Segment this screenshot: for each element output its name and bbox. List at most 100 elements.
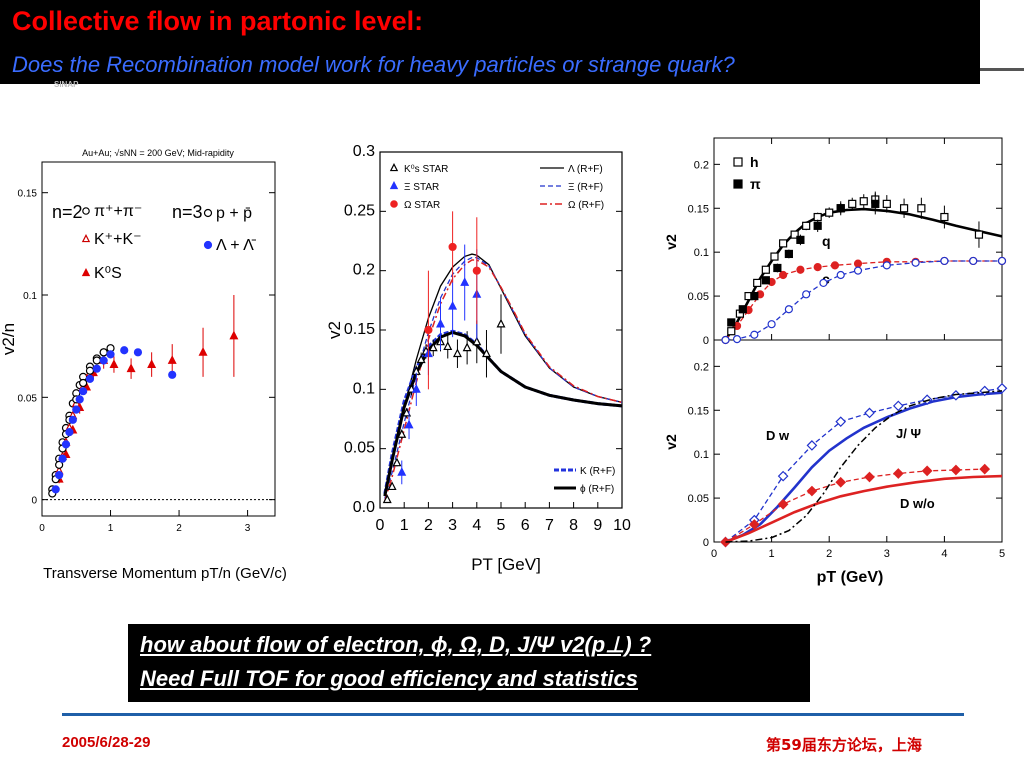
plot-frame xyxy=(41,161,276,517)
point-h xyxy=(940,212,949,222)
x-tick-label: 1 xyxy=(769,548,775,560)
plot-frame xyxy=(713,339,1003,543)
point-d-w-o-markers xyxy=(806,485,818,497)
point-k-s-star xyxy=(416,354,426,364)
point-series xyxy=(106,350,115,359)
point-k-s-star xyxy=(452,348,462,358)
annotation-jpsi: J/ Ψ xyxy=(896,426,921,441)
series-line-q xyxy=(724,207,1003,341)
legend-marker-series xyxy=(82,207,90,215)
point-c xyxy=(836,270,845,280)
point-d-w-markers xyxy=(864,407,875,419)
point-d-w-markers xyxy=(777,470,789,482)
y-tick-label: 0.15 xyxy=(18,189,38,200)
chart-heavy-quark-v2: 0 0.05 0.1 0.15 0.2 0 1 2 3 4 5 0 0.05 0.1 0.15 0.2 v2 v2… xyxy=(663,137,1008,586)
series-line-r-f xyxy=(384,259,623,502)
point-series xyxy=(133,348,143,357)
x-tick-label: 8 xyxy=(569,517,578,534)
y-tick-label: 0.15 xyxy=(688,405,709,417)
point-series xyxy=(773,263,782,273)
point-h xyxy=(753,278,762,288)
series-line-d-w xyxy=(725,391,1003,544)
point-k-s-star xyxy=(392,457,402,467)
point-series xyxy=(796,235,805,244)
slide-title: Collective flow in partonic level: xyxy=(12,6,424,36)
x-tick-label: 3 xyxy=(245,523,251,534)
point-h xyxy=(779,239,788,248)
point-k-s xyxy=(198,346,208,356)
legend-marker-k-k xyxy=(81,233,91,243)
point-series xyxy=(72,405,81,414)
legend-entry-p-p: p + p̄ xyxy=(216,205,252,222)
point-star xyxy=(404,419,414,429)
point-k-s-star xyxy=(443,341,453,351)
point-k-s xyxy=(147,359,157,368)
point-h xyxy=(790,230,799,239)
point-c xyxy=(882,261,891,270)
series-line-d-w-o xyxy=(725,474,1003,544)
point-k-s-star xyxy=(462,342,472,352)
point-k-s xyxy=(109,359,119,368)
point-k-s-star xyxy=(387,481,397,491)
legend-entry-star: Ξ STAR xyxy=(404,182,439,193)
point-star xyxy=(460,277,470,286)
point-k-s-star xyxy=(481,348,491,358)
point-h xyxy=(917,204,926,213)
point-h xyxy=(761,265,770,274)
legend-entry-k-s-star: K⁰s STAR xyxy=(404,164,448,175)
y-tick-label: 0.0 xyxy=(353,499,375,516)
point-series xyxy=(727,318,736,327)
point-star xyxy=(472,266,481,275)
y-axis-label-top: v2 xyxy=(663,234,679,250)
legend-marker-star xyxy=(389,180,399,190)
x-tick-label: 4 xyxy=(941,548,947,560)
x-tick-label: 7 xyxy=(545,517,554,534)
point-star xyxy=(411,384,421,393)
x-tick-label: 2 xyxy=(424,517,433,534)
point-h xyxy=(859,197,868,206)
point-red-q xyxy=(853,259,863,268)
annotation-d-w: D w xyxy=(766,428,790,443)
x-tick-label: 2 xyxy=(826,548,832,560)
point-series xyxy=(99,356,108,365)
point-p-p xyxy=(99,348,108,357)
point-d-w-o-markers xyxy=(748,519,760,530)
point-d-w-o-markers xyxy=(950,464,962,476)
point-series xyxy=(51,485,60,494)
y-tick-label: 0.05 xyxy=(18,393,38,404)
point-star xyxy=(448,300,458,310)
legend-marker-star xyxy=(390,200,398,208)
sinap-logo: SINAP xyxy=(54,80,79,89)
x-tick-label: 4 xyxy=(472,517,481,534)
point-p-p xyxy=(79,378,88,388)
y-tick-label: 0 xyxy=(703,335,709,347)
point-d-w-o-markers xyxy=(921,465,933,477)
point-d-w-o-markers xyxy=(864,471,875,483)
point-star xyxy=(448,242,457,252)
point-k-s-star xyxy=(402,407,412,417)
point-k-s-star xyxy=(428,342,438,352)
point-c xyxy=(767,320,776,329)
header-divider xyxy=(980,68,1024,71)
x-tick-label: 1 xyxy=(400,517,409,534)
point-series xyxy=(871,199,880,208)
legend-entry-series: Λ + Λ̄ xyxy=(216,237,257,254)
legend-entry-star: Ω STAR xyxy=(404,200,440,211)
point-series xyxy=(784,249,793,259)
point-k-s-star xyxy=(472,336,482,346)
point-h xyxy=(802,221,811,230)
x-tick-label: 2 xyxy=(176,523,182,534)
y-tick-label: 0.1 xyxy=(353,380,375,397)
point-h xyxy=(899,204,909,213)
point-c xyxy=(853,266,863,275)
point-c xyxy=(911,258,920,267)
point-series xyxy=(92,364,101,373)
point-d-w-markers xyxy=(835,416,847,428)
point-d-w-o-markers xyxy=(892,468,904,479)
y-tick-label: 0.1 xyxy=(23,291,37,302)
point-k-s-star xyxy=(397,429,407,438)
point-k-s xyxy=(126,363,136,373)
point-k-s xyxy=(229,330,239,340)
legend-marker-k-s xyxy=(81,267,91,277)
y-tick-label: 0.3 xyxy=(353,143,375,160)
